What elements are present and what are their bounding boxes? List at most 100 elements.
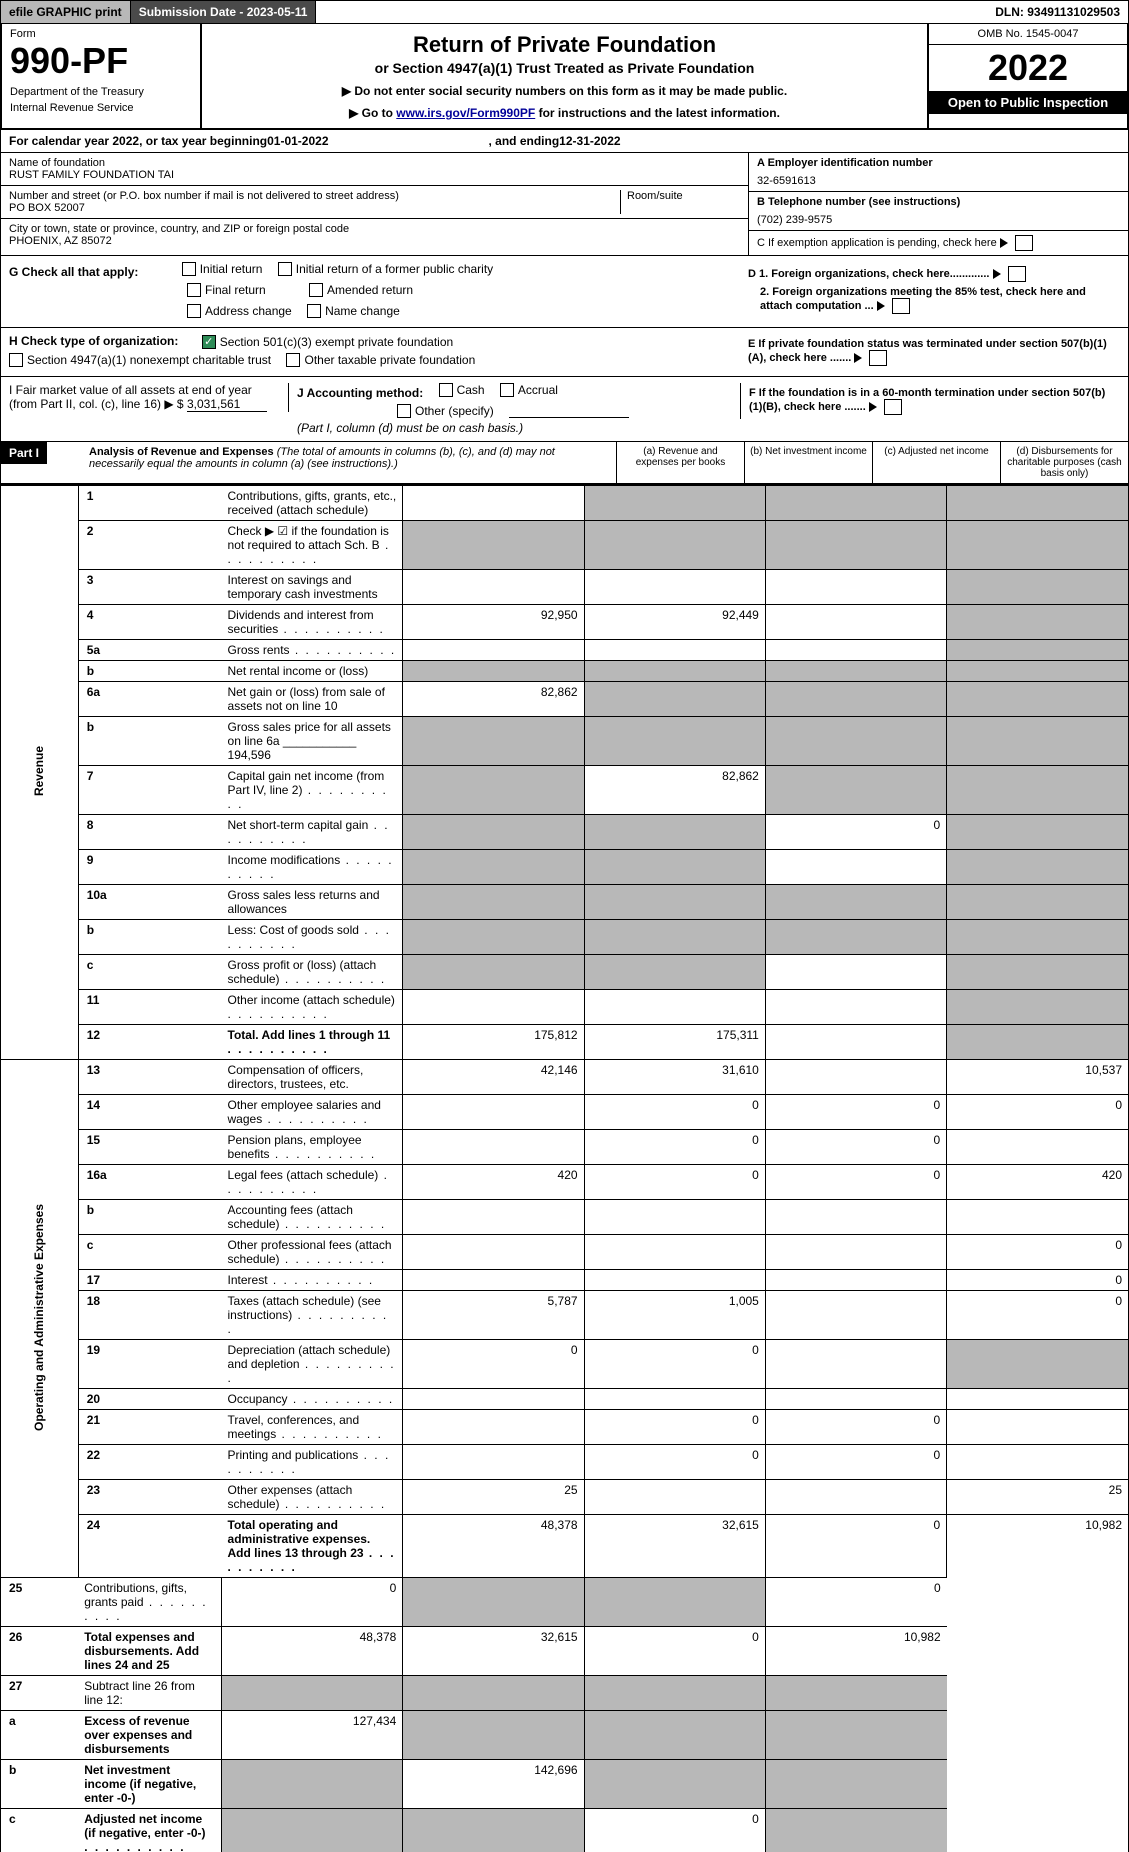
d2-checkbox[interactable]	[892, 298, 910, 314]
line-number: 22	[78, 1445, 221, 1480]
line-description: Subtract line 26 from line 12:	[78, 1676, 221, 1711]
value-cell	[765, 1340, 946, 1389]
value-cell: 0	[765, 1095, 946, 1130]
value-cell	[947, 486, 1128, 521]
value-cell: 1,005	[584, 1291, 765, 1340]
line-number: b	[78, 661, 221, 682]
value-cell: 42,146	[403, 1060, 584, 1095]
value-cell: 0	[584, 1410, 765, 1445]
value-cell: 10,982	[765, 1627, 946, 1676]
4947-checkbox[interactable]	[9, 353, 23, 367]
col-d-header: (d) Disbursements for charitable purpose…	[1000, 442, 1128, 483]
e-checkbox[interactable]	[869, 350, 887, 366]
line-number: 11	[78, 990, 221, 1025]
line-number: 6a	[78, 682, 221, 717]
value-cell	[947, 885, 1128, 920]
value-cell	[403, 486, 584, 521]
line-description: Total. Add lines 1 through 11	[222, 1025, 403, 1060]
omb-number: OMB No. 1545-0047	[929, 24, 1127, 45]
line-description: Other professional fees (attach schedule…	[222, 1235, 403, 1270]
501c3-checkbox[interactable]	[202, 335, 216, 349]
initial-return-checkbox[interactable]	[182, 262, 196, 276]
value-cell	[584, 850, 765, 885]
d1-checkbox[interactable]	[1008, 266, 1026, 282]
final-return-checkbox[interactable]	[187, 283, 201, 297]
value-cell	[403, 955, 584, 990]
j-note: (Part I, column (d) must be on cash basi…	[297, 421, 740, 435]
value-cell	[403, 990, 584, 1025]
value-cell	[403, 1711, 584, 1760]
value-cell	[403, 1676, 584, 1711]
value-cell	[403, 1445, 584, 1480]
accrual-checkbox[interactable]	[500, 383, 514, 397]
value-cell: 92,950	[403, 605, 584, 640]
line-description: Net rental income or (loss)	[222, 661, 403, 682]
value-cell	[947, 1200, 1128, 1235]
value-cell	[765, 682, 946, 717]
line-description: Gross rents	[222, 640, 403, 661]
line-number: 18	[78, 1291, 221, 1340]
value-cell	[584, 815, 765, 850]
address-change-checkbox[interactable]	[187, 304, 201, 318]
value-cell: 142,696	[403, 1760, 584, 1809]
f-checkbox[interactable]	[884, 399, 902, 415]
value-cell	[765, 640, 946, 661]
value-cell: 0	[947, 1095, 1128, 1130]
instruction-2: ▶ Go to www.irs.gov/Form990PF for instru…	[210, 106, 919, 120]
name-change-checkbox[interactable]	[307, 304, 321, 318]
address: PO BOX 52007	[9, 202, 620, 214]
value-cell	[403, 640, 584, 661]
line-description: Travel, conferences, and meetings	[222, 1410, 403, 1445]
value-cell	[584, 1711, 765, 1760]
value-cell	[584, 1760, 765, 1809]
value-cell	[947, 682, 1128, 717]
line-number: 4	[78, 605, 221, 640]
value-cell	[584, 682, 765, 717]
value-cell	[584, 1389, 765, 1410]
irs-link[interactable]: www.irs.gov/Form990PF	[396, 106, 535, 120]
line-number: 13	[78, 1060, 221, 1095]
value-cell	[584, 885, 765, 920]
g-checks-row: G Check all that apply: Initial return I…	[0, 256, 1129, 328]
line-number: 15	[78, 1130, 221, 1165]
form-subtitle: or Section 4947(a)(1) Trust Treated as P…	[210, 60, 919, 76]
efile-print-button[interactable]: efile GRAPHIC print	[1, 1, 131, 23]
other-taxable-checkbox[interactable]	[286, 353, 300, 367]
c-label: C If exemption application is pending, c…	[757, 237, 997, 249]
form-title: Return of Private Foundation	[210, 32, 919, 58]
cash-checkbox[interactable]	[439, 383, 453, 397]
value-cell	[947, 640, 1128, 661]
phone-label: B Telephone number (see instructions)	[757, 196, 960, 208]
value-cell	[765, 1270, 946, 1291]
line-number: 7	[78, 766, 221, 815]
value-cell	[947, 955, 1128, 990]
line-description: Other expenses (attach schedule)	[222, 1480, 403, 1515]
arrow-icon	[993, 269, 1001, 279]
value-cell	[765, 1235, 946, 1270]
initial-former-checkbox[interactable]	[278, 262, 292, 276]
value-cell	[584, 955, 765, 990]
value-cell	[584, 521, 765, 570]
line-number: 2	[78, 521, 221, 570]
line-description: Total expenses and disbursements. Add li…	[78, 1627, 221, 1676]
line-description: Other income (attach schedule)	[222, 990, 403, 1025]
c-checkbox[interactable]	[1015, 235, 1033, 251]
f-label: F If the foundation is in a 60-month ter…	[749, 387, 1105, 413]
value-cell	[584, 717, 765, 766]
value-cell	[765, 1676, 946, 1711]
col-a-header: (a) Revenue and expenses per books	[616, 442, 744, 483]
dept-treasury: Department of the Treasury	[10, 86, 192, 98]
amended-checkbox[interactable]	[309, 283, 323, 297]
value-cell: 127,434	[222, 1711, 403, 1760]
tax-year: 2022	[929, 45, 1127, 91]
line-description: Legal fees (attach schedule)	[222, 1165, 403, 1200]
value-cell	[403, 1809, 584, 1852]
value-cell: 0	[584, 1130, 765, 1165]
line-number: c	[1, 1809, 78, 1852]
submission-date: Submission Date - 2023-05-11	[131, 1, 317, 23]
value-cell: 10,537	[947, 1060, 1128, 1095]
line-number: a	[1, 1711, 78, 1760]
value-cell	[947, 815, 1128, 850]
value-cell: 0	[584, 1445, 765, 1480]
other-method-checkbox[interactable]	[397, 404, 411, 418]
